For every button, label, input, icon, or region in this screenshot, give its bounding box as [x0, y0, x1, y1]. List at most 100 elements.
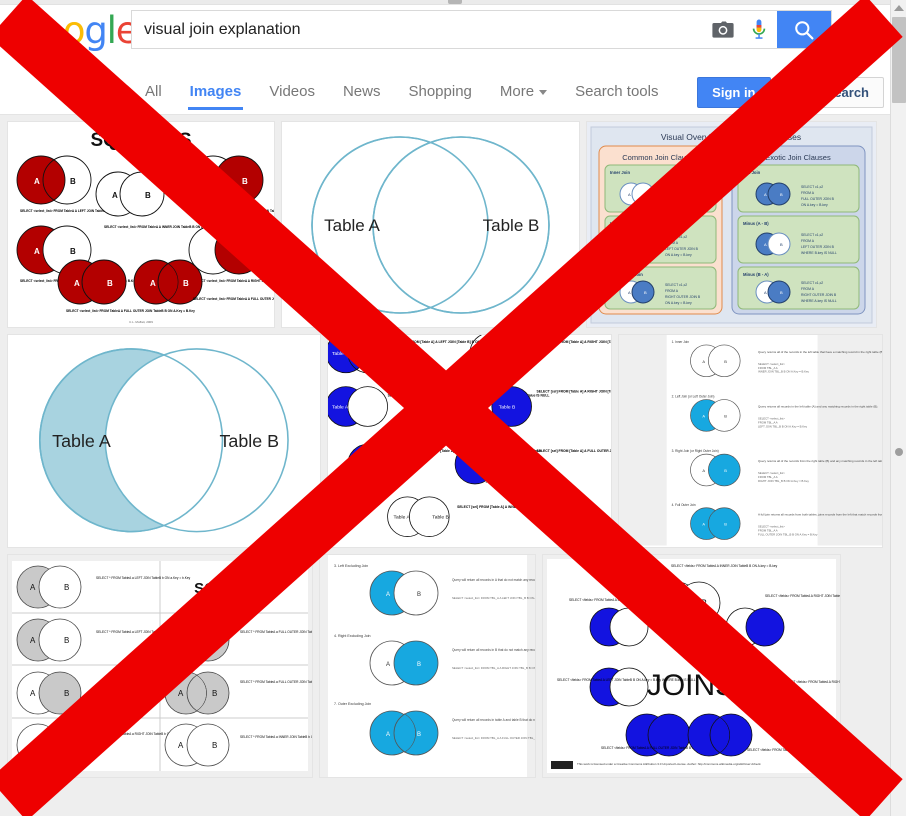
svg-text:Table A: Table A	[393, 515, 410, 521]
svg-text:Table B: Table B	[432, 515, 449, 521]
microphone-icon[interactable]	[741, 11, 777, 48]
svg-text:Table B: Table B	[499, 404, 516, 410]
svg-text:SELECT c1,c2: SELECT c1,c2	[665, 235, 687, 239]
svg-text:B: B	[242, 177, 248, 186]
tab-images-label: Images	[189, 83, 242, 100]
poster-caption-3: SELECT <select_list> FROM TableA A RIGHT…	[193, 209, 274, 213]
google-logo[interactable]: Google	[14, 9, 139, 52]
svg-text:B: B	[701, 598, 707, 608]
svg-text:A: A	[702, 359, 705, 364]
svg-text:RIGHT OUTER JOIN B: RIGHT OUTER JOIN B	[801, 293, 837, 297]
join-types-cyan-document: 1. Inner Join A B Query returns all of th…	[618, 335, 882, 546]
svg-text:LEFT OUTER JOIN B: LEFT OUTER JOIN B	[665, 247, 699, 251]
google-header: Google	[0, 5, 890, 115]
svg-text:SELECT c1,c2: SELECT c1,c2	[665, 185, 687, 189]
image-results-grid: SQL JOINS A B SELECT <select_list> FROM …	[0, 116, 890, 816]
svg-text:FULL OUTER JOIN TBL_B B ON A.K: FULL OUTER JOIN TBL_B B ON A.Key = B.Key	[758, 533, 818, 537]
svg-text:FROM A: FROM A	[665, 289, 679, 293]
svg-text:A: A	[34, 247, 40, 256]
search-submit-button[interactable]	[777, 11, 831, 48]
svg-text:LEFT JOIN TBL_B B ON A.Key = B: LEFT JOIN TBL_B B ON A.Key = B.Key	[758, 424, 808, 428]
chart-left-item-1: Inner Join	[610, 170, 630, 175]
wiki-caption-2: SELECT <fields> FROM TableA A LEFT JOIN …	[569, 598, 673, 602]
scroll-up-arrow-icon[interactable]	[891, 0, 906, 16]
svg-text:B: B	[780, 192, 783, 197]
tab-all[interactable]: All	[131, 67, 176, 120]
window-drag-handle[interactable]	[448, 0, 462, 4]
tab-search-tools[interactable]: Search tools	[561, 67, 672, 120]
gray-caption-5: SELECT * FROM TableA a FULL OUTER JOIN T…	[240, 630, 312, 634]
tab-shopping-label: Shopping	[408, 83, 472, 100]
sign-in-button[interactable]: Sign in	[697, 77, 772, 108]
tab-news[interactable]: News	[329, 67, 395, 120]
logo-letter-l: l	[106, 9, 117, 52]
svg-text:A: A	[386, 592, 390, 598]
svg-text:B: B	[212, 636, 217, 645]
safesearch-button[interactable]: SafeSearch	[783, 77, 884, 108]
svg-text:SELECT c1,c2: SELECT c1,c2	[801, 233, 823, 237]
result-thumb-sql-joins-red-poster[interactable]: SQL JOINS A B SELECT <select_list> FROM …	[8, 122, 274, 327]
doc-item-desc-2: Query returns all records in the left ta…	[758, 404, 878, 408]
svg-text:B: B	[780, 290, 783, 295]
doc-item-desc-4: A full join returns all records from bot…	[758, 513, 882, 517]
sql-joins-grayscale-grid-poster: SQL JOINS A B SELECT * FROM TableA a LEFT…	[8, 555, 312, 777]
vertical-scrollbar[interactable]	[890, 0, 906, 816]
poster2-caption-1: SELECT [sel] FROM [Table A] A LEFT JOIN …	[387, 340, 508, 344]
svg-text:FROM A: FROM A	[665, 191, 679, 195]
results-row-1: SQL JOINS A B SELECT <select_list> FROM …	[8, 122, 882, 327]
gray-poster-title: SQL JOINS	[194, 580, 274, 597]
tab-videos[interactable]: Videos	[255, 67, 329, 120]
excl-sql-3: SELECT <select_list> FROM TBL_A A FULL O…	[452, 736, 535, 740]
svg-text:A: A	[74, 279, 80, 288]
svg-text:B: B	[212, 741, 217, 750]
svg-text:B: B	[724, 413, 727, 418]
result-thumb-excluding-joins-doc[interactable]: 3. Left Excluding Join A B Query will ret…	[320, 555, 535, 777]
camera-icon[interactable]	[705, 11, 741, 48]
wiki-caption-4: SELECT <fields> FROM TableA A LEFT JOIN …	[557, 678, 696, 682]
result-thumb-join-types-cyan-doc[interactable]: 1. Inner Join A B Query returns all of th…	[618, 335, 882, 547]
svg-text:FULL OUTER JOIN B: FULL OUTER JOIN B	[801, 197, 835, 201]
poster2-caption-7: SELECT [sel] FROM [Table A] A INNER JOIN…	[457, 505, 581, 509]
results-row-2: Table A Table B Table A SELECT [sel] FRO…	[8, 335, 882, 547]
result-thumb-blue-red-join-poster[interactable]: Table A SELECT [sel] FROM [Table A] A LE…	[327, 335, 611, 547]
scrollbar-marker-dot	[895, 448, 903, 456]
tab-more[interactable]: More	[486, 67, 561, 120]
chart-right-group-label: Exotic Join Clauses	[765, 153, 831, 162]
result-thumb-inner-join-venn[interactable]: Table A Table B	[282, 122, 579, 327]
svg-text:Table A: Table A	[332, 404, 349, 410]
wiki-poster-title: JOINS	[647, 669, 735, 702]
svg-text:SELECT c1,c2: SELECT c1,c2	[801, 281, 823, 285]
excl-desc-3: Query will return all records in table A…	[452, 718, 535, 722]
result-thumb-gray-joins-grid[interactable]: SQL JOINS A B SELECT * FROM TableA a LEFT…	[8, 555, 312, 777]
svg-text:B: B	[64, 689, 69, 698]
svg-text:A: A	[30, 583, 36, 592]
result-thumb-left-excluding-join[interactable]: Table A Table B	[8, 335, 320, 547]
svg-text:A: A	[150, 279, 156, 288]
svg-text:Table A: Table A	[332, 351, 349, 357]
svg-text:WHERE B.key IS NULL: WHERE B.key IS NULL	[801, 251, 837, 255]
doc-item-heading-1: 1. Inner Join	[671, 340, 689, 344]
svg-text:A: A	[386, 662, 390, 668]
tab-videos-label: Videos	[269, 83, 315, 100]
svg-text:A: A	[764, 192, 767, 197]
tab-news-label: News	[342, 83, 381, 100]
search-bar	[131, 10, 832, 49]
poster2-caption-2: SELECT [sel] FROM [Table A] A RIGHT JOIN…	[536, 340, 610, 344]
svg-text:A: A	[386, 732, 390, 738]
scrollbar-thumb[interactable]	[892, 17, 906, 103]
wiki-caption-3: SELECT <fields> FROM TableA A RIGHT JOIN…	[765, 594, 840, 598]
svg-text:A: A	[764, 242, 767, 247]
doc-item-desc-1: Query returns all of the records in the …	[758, 350, 882, 354]
sql-joins-blue-red-text-poster: Table A SELECT [sel] FROM [Table A] A LE…	[327, 335, 611, 546]
tab-shopping[interactable]: Shopping	[394, 67, 485, 120]
tab-images[interactable]: Images	[176, 67, 256, 120]
result-thumb-join-clauses-chart[interactable]: Visual Overview of SQL Join Clauses Comm…	[587, 122, 876, 327]
svg-text:B: B	[107, 279, 113, 288]
search-input[interactable]	[132, 11, 705, 48]
inner-join-venn-table-a-b: Table A Table B	[282, 122, 579, 327]
poster-caption-5: SELECT <select_list> FROM TableA A FULL …	[66, 309, 195, 313]
svg-text:B: B	[417, 732, 421, 738]
svg-text:ON A.key = B.key: ON A.key = B.key	[801, 203, 828, 207]
